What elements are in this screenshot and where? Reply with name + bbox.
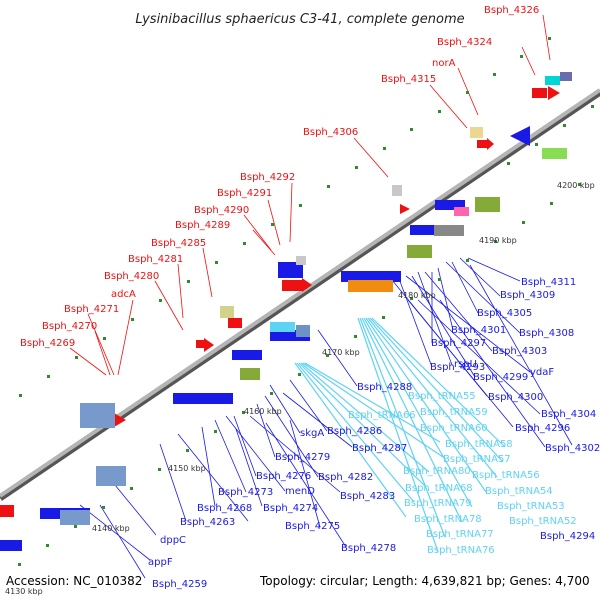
reverse-gene-label: Bsph_4279 (275, 452, 330, 463)
kbp-label: 4150 kbp (168, 464, 206, 473)
reverse-gene-label: Bsph_4286 (327, 426, 382, 437)
forward-gene-label: norA (432, 58, 456, 69)
reverse-gene-label: Bsph_tRNA54 (485, 486, 553, 497)
reverse-gene-label: Bsph_tRNA57 (443, 454, 511, 465)
forward-gene-label: Bsph_4285 (151, 238, 206, 249)
reverse-gene-label: Bsph_4278 (341, 543, 396, 554)
reverse-gene-label: Bsph_4304 (541, 409, 596, 420)
forward-leader-lines (69, 14, 551, 376)
genome-title: Lysinibacillus sphaericus C3-41, complet… (135, 12, 464, 27)
reverse-gene-label: Bsph_tRNA53 (497, 501, 565, 512)
reverse-gene-label: Bsph_4282 (318, 472, 373, 483)
reverse-gene-label: Bsph_4300 (488, 392, 543, 403)
reverse-gene-label: Bsph_4293 (430, 362, 485, 373)
reverse-gene-label: dppC (160, 535, 186, 546)
forward-gene-label: Bsph_4291 (217, 188, 272, 199)
reverse-gene-label: Bsph_4302 (545, 443, 600, 454)
reverse-gene-label: menD (285, 486, 315, 497)
reverse-gene-label: Bsph_4294 (540, 531, 595, 542)
forward-gene-labels: Bsph_4326 Bsph_4324 norA Bsph_4315 Bsph_… (20, 5, 539, 349)
reverse-gene-label: appF (148, 557, 173, 568)
forward-gene-label: Bsph_4289 (175, 220, 230, 231)
forward-gene-label: Bsph_4271 (64, 304, 119, 315)
reverse-gene-label: Bsph_4309 (500, 290, 555, 301)
kbp-label: 4130 kbp (5, 587, 43, 596)
kbp-label: 4190 kbp (479, 236, 517, 245)
accession-text: Accession: NC_010382 (6, 574, 142, 588)
reverse-gene-label: Bsph_4303 (492, 346, 547, 357)
forward-genes (0, 72, 572, 517)
reverse-gene-label: Bsph_tRNA58 (445, 439, 513, 450)
reverse-gene-label: Bsph_tRNA56 (472, 470, 540, 481)
forward-gene-label: adcA (111, 289, 136, 300)
reverse-gene-label: Bsph_tRNA59 (420, 407, 488, 418)
kbp-label: 4170 kbp (322, 348, 360, 357)
reverse-gene-label: Bsph_tRNA52 (509, 516, 577, 527)
reverse-gene-label: Bsph_4297 (431, 338, 486, 349)
reverse-gene-label: Bsph_4283 (340, 491, 395, 502)
reverse-gene-label: ydaF (530, 367, 554, 378)
forward-gene-label: Bsph_4270 (42, 321, 97, 332)
reverse-gene-label: Bsph_4296 (515, 423, 570, 434)
reverse-gene-label: Bsph_4263 (180, 517, 235, 528)
forward-gene-label: Bsph_4315 (381, 74, 436, 85)
reverse-gene-label: Bsph_4275 (285, 521, 340, 532)
reverse-gene-label: Bsph_tRNA78 (414, 514, 482, 525)
reverse-gene-label: Bsph_4276 (256, 471, 311, 482)
reverse-gene-label: Bsph_tRNA80 (403, 466, 471, 477)
reverse-gene-label: Bsph_4287 (352, 443, 407, 454)
reverse-gene-label: Bsph_4299 (473, 372, 528, 383)
backbone (0, 88, 600, 498)
reverse-gene-label: rsbU (454, 359, 477, 370)
reverse-gene-label: Bsph_4259 (152, 579, 207, 590)
forward-gene-label: Bsph_4326 (484, 5, 539, 16)
reverse-gene-label: Bsph_tRNA66 (348, 410, 416, 421)
reverse-gene-label: Bsph_4301 (451, 325, 506, 336)
kbp-labels: 4130 kbp 4140 kbp 4150 kbp 4160 kbp 4170… (5, 181, 595, 596)
reverse-gene-label: Bsph_4274 (263, 503, 318, 514)
genome-stats: Topology: circular; Length: 4,639,821 bp… (259, 574, 590, 588)
reverse-gene-label: Bsph_tRNA77 (426, 529, 494, 540)
kbp-label: 4200 kbp (557, 181, 595, 190)
reverse-genes (0, 126, 567, 551)
scale-ticks (18, 37, 594, 566)
reverse-gene-label: Bsph_tRNA76 (427, 545, 495, 556)
forward-gene-label: Bsph_4324 (437, 37, 492, 48)
reverse-gene-label: Bsph_4273 (218, 487, 273, 498)
reverse-gene-label: Bsph_4311 (521, 277, 576, 288)
forward-gene-label: Bsph_4290 (194, 205, 249, 216)
reverse-leader-lines (79, 257, 573, 579)
reverse-gene-label: Bsph_4288 (357, 382, 412, 393)
forward-gene-label: Bsph_4269 (20, 338, 75, 349)
reverse-gene-label: Bsph_tRNA79 (404, 498, 472, 509)
forward-gene-label: Bsph_4281 (128, 254, 183, 265)
trna-lines (294, 317, 506, 553)
forward-gene-label: Bsph_4306 (303, 127, 358, 138)
forward-gene-label: Bsph_4280 (104, 271, 159, 282)
reverse-gene-label: Bsph_tRNA68 (405, 483, 473, 494)
reverse-gene-labels: Bsph_4311 Bsph_4309 Bsph_4305 Bsph_4308 … (148, 277, 600, 590)
kbp-label: 4140 kbp (92, 524, 130, 533)
reverse-gene-label: skgA (300, 428, 324, 439)
forward-gene-label: Bsph_4292 (240, 172, 295, 183)
reverse-gene-label: Bsph_4308 (519, 328, 574, 339)
reverse-gene-label: Bsph_tRNA60 (420, 423, 488, 434)
reverse-gene-label: Bsph_4268 (197, 503, 252, 514)
kbp-label: 4180 kbp (398, 291, 436, 300)
kbp-label: 4160 kbp (244, 407, 282, 416)
reverse-gene-label: Bsph_4305 (477, 308, 532, 319)
reverse-gene-label: Bsph_tRNA55 (408, 391, 476, 402)
